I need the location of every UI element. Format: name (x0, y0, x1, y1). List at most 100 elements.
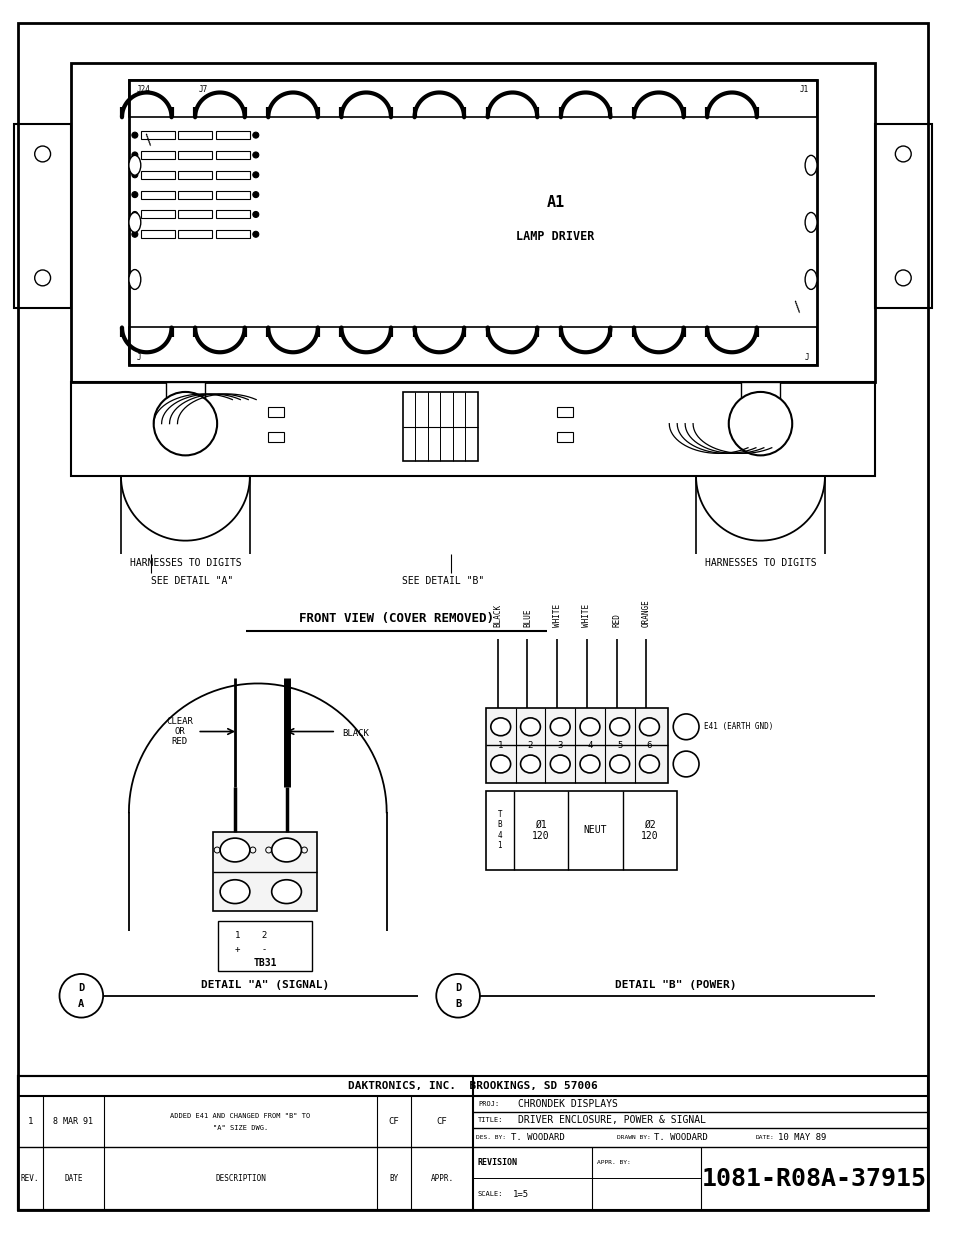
Bar (141, 230, 174, 238)
Text: A: A (78, 999, 85, 1009)
Ellipse shape (804, 156, 816, 175)
Text: ADDED E41 AND CHANGED FROM "B" TO: ADDED E41 AND CHANGED FROM "B" TO (171, 1113, 311, 1119)
Text: /: / (788, 298, 804, 314)
Text: 2: 2 (527, 741, 533, 750)
Text: T. WOODARD: T. WOODARD (510, 1132, 564, 1142)
Bar (129, 79, 816, 117)
Bar (402, 391, 477, 462)
Text: NEUT: NEUT (583, 825, 606, 835)
Bar (129, 327, 816, 366)
Text: DRIVER ENCLOSURE, POWER & SIGNAL: DRIVER ENCLOSURE, POWER & SIGNAL (517, 1115, 705, 1125)
Text: WHITE: WHITE (582, 604, 591, 627)
Text: CLEAR
OR
RED: CLEAR OR RED (166, 716, 193, 746)
Circle shape (132, 211, 137, 217)
Ellipse shape (129, 156, 141, 175)
Circle shape (253, 152, 258, 158)
Text: CF: CF (436, 1118, 447, 1126)
Ellipse shape (220, 839, 250, 862)
Bar (178, 230, 212, 238)
Bar (268, 406, 283, 416)
Text: J: J (136, 353, 141, 362)
Bar (216, 230, 250, 238)
Text: SCALE:: SCALE: (477, 1191, 503, 1197)
Circle shape (253, 172, 258, 178)
Text: TITLE:: TITLE: (477, 1116, 503, 1123)
Ellipse shape (609, 755, 629, 773)
Bar (141, 170, 174, 179)
Bar (71, 382, 874, 477)
Bar (216, 190, 250, 199)
Text: E41 (EARTH GND): E41 (EARTH GND) (703, 722, 773, 731)
Text: DETAIL "A" (SIGNAL): DETAIL "A" (SIGNAL) (200, 979, 329, 990)
Circle shape (59, 974, 103, 1018)
Bar (557, 406, 573, 416)
Text: ORANGE: ORANGE (641, 599, 650, 627)
Text: SEE DETAIL "B": SEE DETAIL "B" (401, 577, 483, 587)
Text: 3: 3 (557, 741, 562, 750)
Ellipse shape (639, 755, 659, 773)
Text: PROJ:: PROJ: (477, 1100, 498, 1107)
Bar (268, 431, 283, 441)
Bar (178, 151, 212, 159)
Text: 1    2: 1 2 (234, 931, 267, 940)
Ellipse shape (490, 718, 510, 736)
Ellipse shape (490, 755, 510, 773)
Circle shape (253, 191, 258, 198)
Bar (216, 210, 250, 219)
Text: 8 MAR 91: 8 MAR 91 (53, 1118, 93, 1126)
Text: Ø2
120: Ø2 120 (640, 819, 659, 841)
Text: BLACK: BLACK (342, 729, 369, 739)
Bar (18, 1076, 927, 1210)
Bar (213, 832, 317, 911)
Ellipse shape (220, 879, 250, 904)
Text: T. WOODARD: T. WOODARD (654, 1132, 707, 1142)
Text: CF: CF (388, 1118, 399, 1126)
Text: APPR.: APPR. (430, 1174, 454, 1183)
Bar (71, 63, 874, 382)
Text: /: / (141, 131, 156, 147)
Text: Ø1
120: Ø1 120 (532, 819, 549, 841)
Text: DESCRIPTION: DESCRIPTION (214, 1174, 266, 1183)
Ellipse shape (550, 755, 570, 773)
Ellipse shape (272, 839, 301, 862)
Circle shape (132, 172, 137, 178)
Bar (216, 170, 250, 179)
Ellipse shape (129, 269, 141, 289)
Bar (874, 125, 931, 308)
Text: DETAIL "B" (POWER): DETAIL "B" (POWER) (615, 979, 737, 990)
Text: 5: 5 (617, 741, 621, 750)
Circle shape (673, 714, 699, 740)
Circle shape (253, 211, 258, 217)
Circle shape (895, 270, 910, 285)
Text: J: J (803, 353, 808, 362)
Circle shape (132, 152, 137, 158)
Text: DATE:: DATE: (755, 1135, 774, 1140)
Circle shape (132, 231, 137, 237)
Text: DES. BY:: DES. BY: (476, 1135, 505, 1140)
Ellipse shape (804, 269, 816, 289)
Text: J24: J24 (136, 85, 151, 94)
Circle shape (132, 191, 137, 198)
Text: BLACK: BLACK (493, 604, 501, 627)
Bar (18, 1076, 473, 1210)
Ellipse shape (520, 718, 539, 736)
Text: BY: BY (389, 1174, 398, 1183)
Text: B: B (455, 999, 460, 1009)
Bar (141, 190, 174, 199)
Text: DAKTRONICS, INC.  BROOKINGS, SD 57006: DAKTRONICS, INC. BROOKINGS, SD 57006 (348, 1081, 598, 1091)
Text: DATE: DATE (64, 1174, 83, 1183)
Bar (485, 790, 677, 869)
Text: BLUE: BLUE (522, 609, 532, 627)
Text: A1: A1 (546, 195, 564, 210)
Circle shape (34, 270, 51, 285)
Bar (178, 170, 212, 179)
Text: RED: RED (612, 613, 620, 627)
Circle shape (153, 391, 217, 456)
Circle shape (132, 132, 137, 138)
Bar (141, 131, 174, 140)
Bar (141, 210, 174, 219)
Ellipse shape (129, 212, 141, 232)
Text: 6: 6 (646, 741, 652, 750)
Circle shape (34, 146, 51, 162)
Text: "A" SIZE DWG.: "A" SIZE DWG. (213, 1125, 268, 1130)
